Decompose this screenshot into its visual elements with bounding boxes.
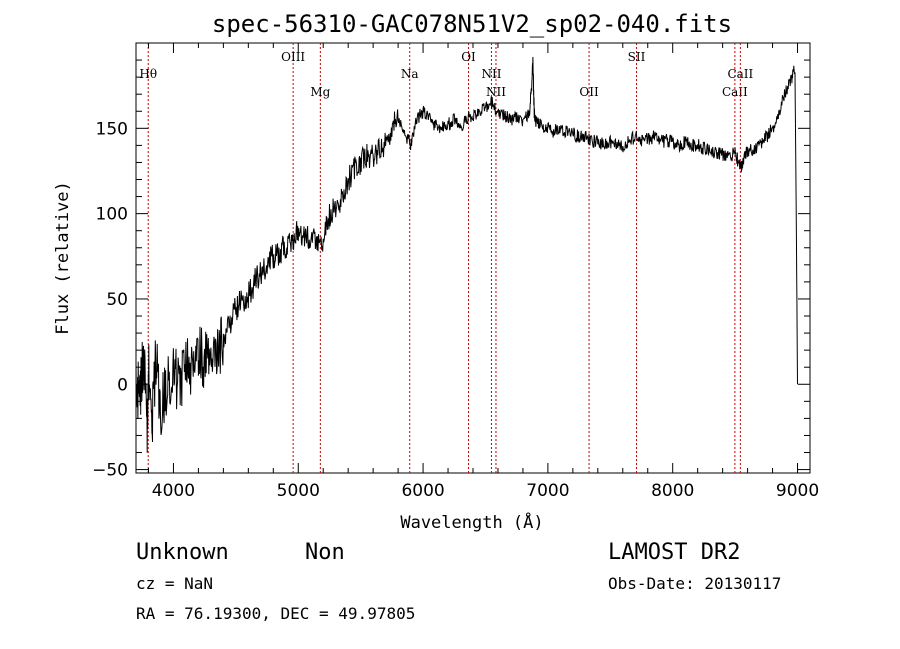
- line-marker-label: SII: [628, 50, 646, 64]
- survey-name: LAMOST DR2: [608, 540, 740, 565]
- x-tick-label: 4000: [152, 481, 195, 501]
- plot-area: [135, 42, 811, 474]
- x-tick-label: 5000: [277, 481, 320, 501]
- chart-title: spec-56310-GAC078N51V2_sp02-040.fits: [212, 10, 732, 38]
- y-tick-label: 0: [117, 375, 128, 395]
- x-tick-label: 9000: [776, 481, 819, 501]
- x-tick-label: 8000: [651, 481, 694, 501]
- redshift-readout: cz = NaN: [136, 574, 213, 593]
- spectrum-line: [135, 56, 798, 453]
- line-marker-label: OIII: [281, 50, 305, 64]
- y-tick-label: 50: [106, 290, 128, 310]
- line-marker-label: NII: [486, 85, 506, 99]
- line-marker-label: CaII: [722, 85, 748, 99]
- spectrum-series: [135, 56, 798, 453]
- line-marker-label: Mg: [310, 85, 330, 99]
- y-tick-label: 150: [96, 119, 128, 139]
- line-marker-label: OI: [461, 50, 476, 64]
- x-tick-label: 7000: [526, 481, 569, 501]
- x-axis-label: Wavelength (Å): [400, 511, 543, 533]
- object-class: Unknown: [136, 540, 229, 565]
- line-marker-label: CaII: [727, 67, 753, 81]
- line-marker-label: OII: [579, 85, 599, 99]
- line-marker-label: Hθ: [139, 67, 157, 81]
- y-axis-label: Flux (relative): [53, 181, 73, 335]
- y-tick-label: 100: [96, 205, 128, 225]
- plot-frame: [135, 42, 811, 474]
- y-tick-label: −50: [92, 461, 128, 481]
- x-tick-label: 6000: [401, 481, 444, 501]
- object-subclass: Non: [305, 540, 345, 565]
- line-marker-label: Na: [401, 67, 419, 81]
- coordinates: RA = 76.19300, DEC = 49.97805: [136, 604, 415, 623]
- line-marker-label: NII: [481, 67, 501, 81]
- obs-date: Obs-Date: 20130117: [608, 574, 781, 593]
- axis-ticks: 4000 5000 6000 7000 8000 9000 −50 0 50 100 150: [92, 43, 819, 501]
- line-markers: Hθ OIII Mg Na OI NII NII OII SII CaII CaII: [139, 43, 754, 473]
